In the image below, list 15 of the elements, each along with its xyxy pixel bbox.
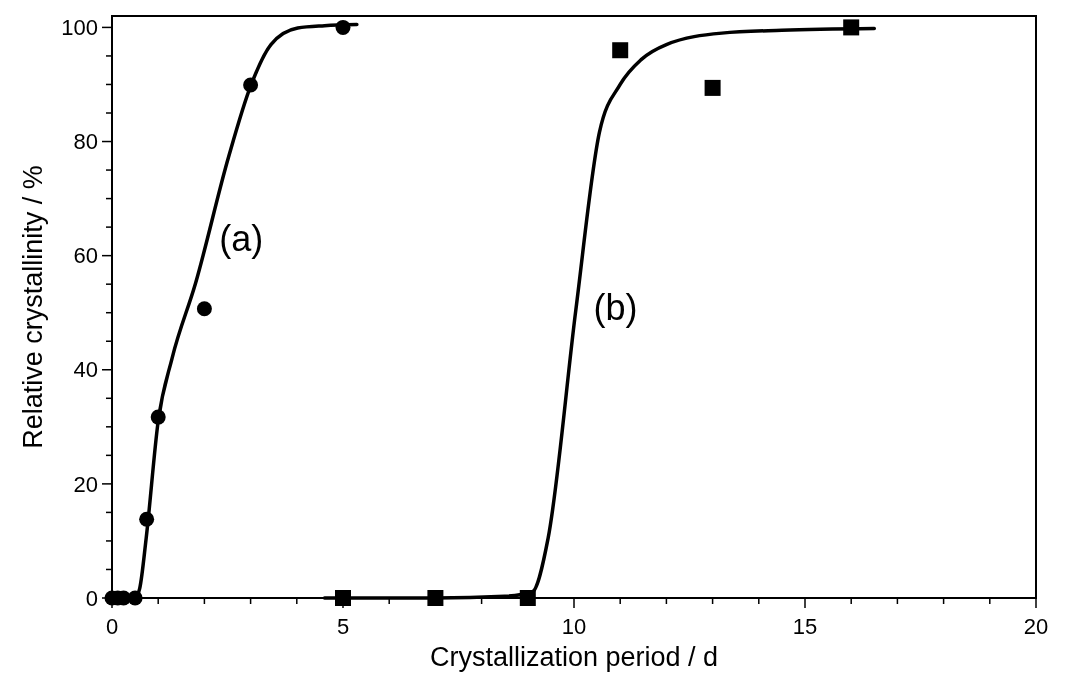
x-tick-label: 10 xyxy=(561,614,587,639)
x-tick-label: 0 xyxy=(105,614,119,639)
y-axis-title: Relative crystallinity / % xyxy=(18,165,48,449)
x-axis-title: Crystallization period / d xyxy=(429,642,719,672)
x-tick-label: 15 xyxy=(792,614,818,639)
y-tick-label: 100 xyxy=(61,15,98,41)
x-tick-label: 20 xyxy=(1023,614,1049,639)
x-tick-label: 5 xyxy=(336,614,350,639)
annotation: (a) xyxy=(219,218,264,260)
y-tick-label: 0 xyxy=(85,585,98,611)
y-tick-label: 20 xyxy=(73,471,98,497)
annotation: (b) xyxy=(593,286,638,328)
y-tick-label: 40 xyxy=(73,357,98,383)
y-tick-label: 80 xyxy=(73,129,98,155)
y-tick-label: 60 xyxy=(73,243,98,269)
